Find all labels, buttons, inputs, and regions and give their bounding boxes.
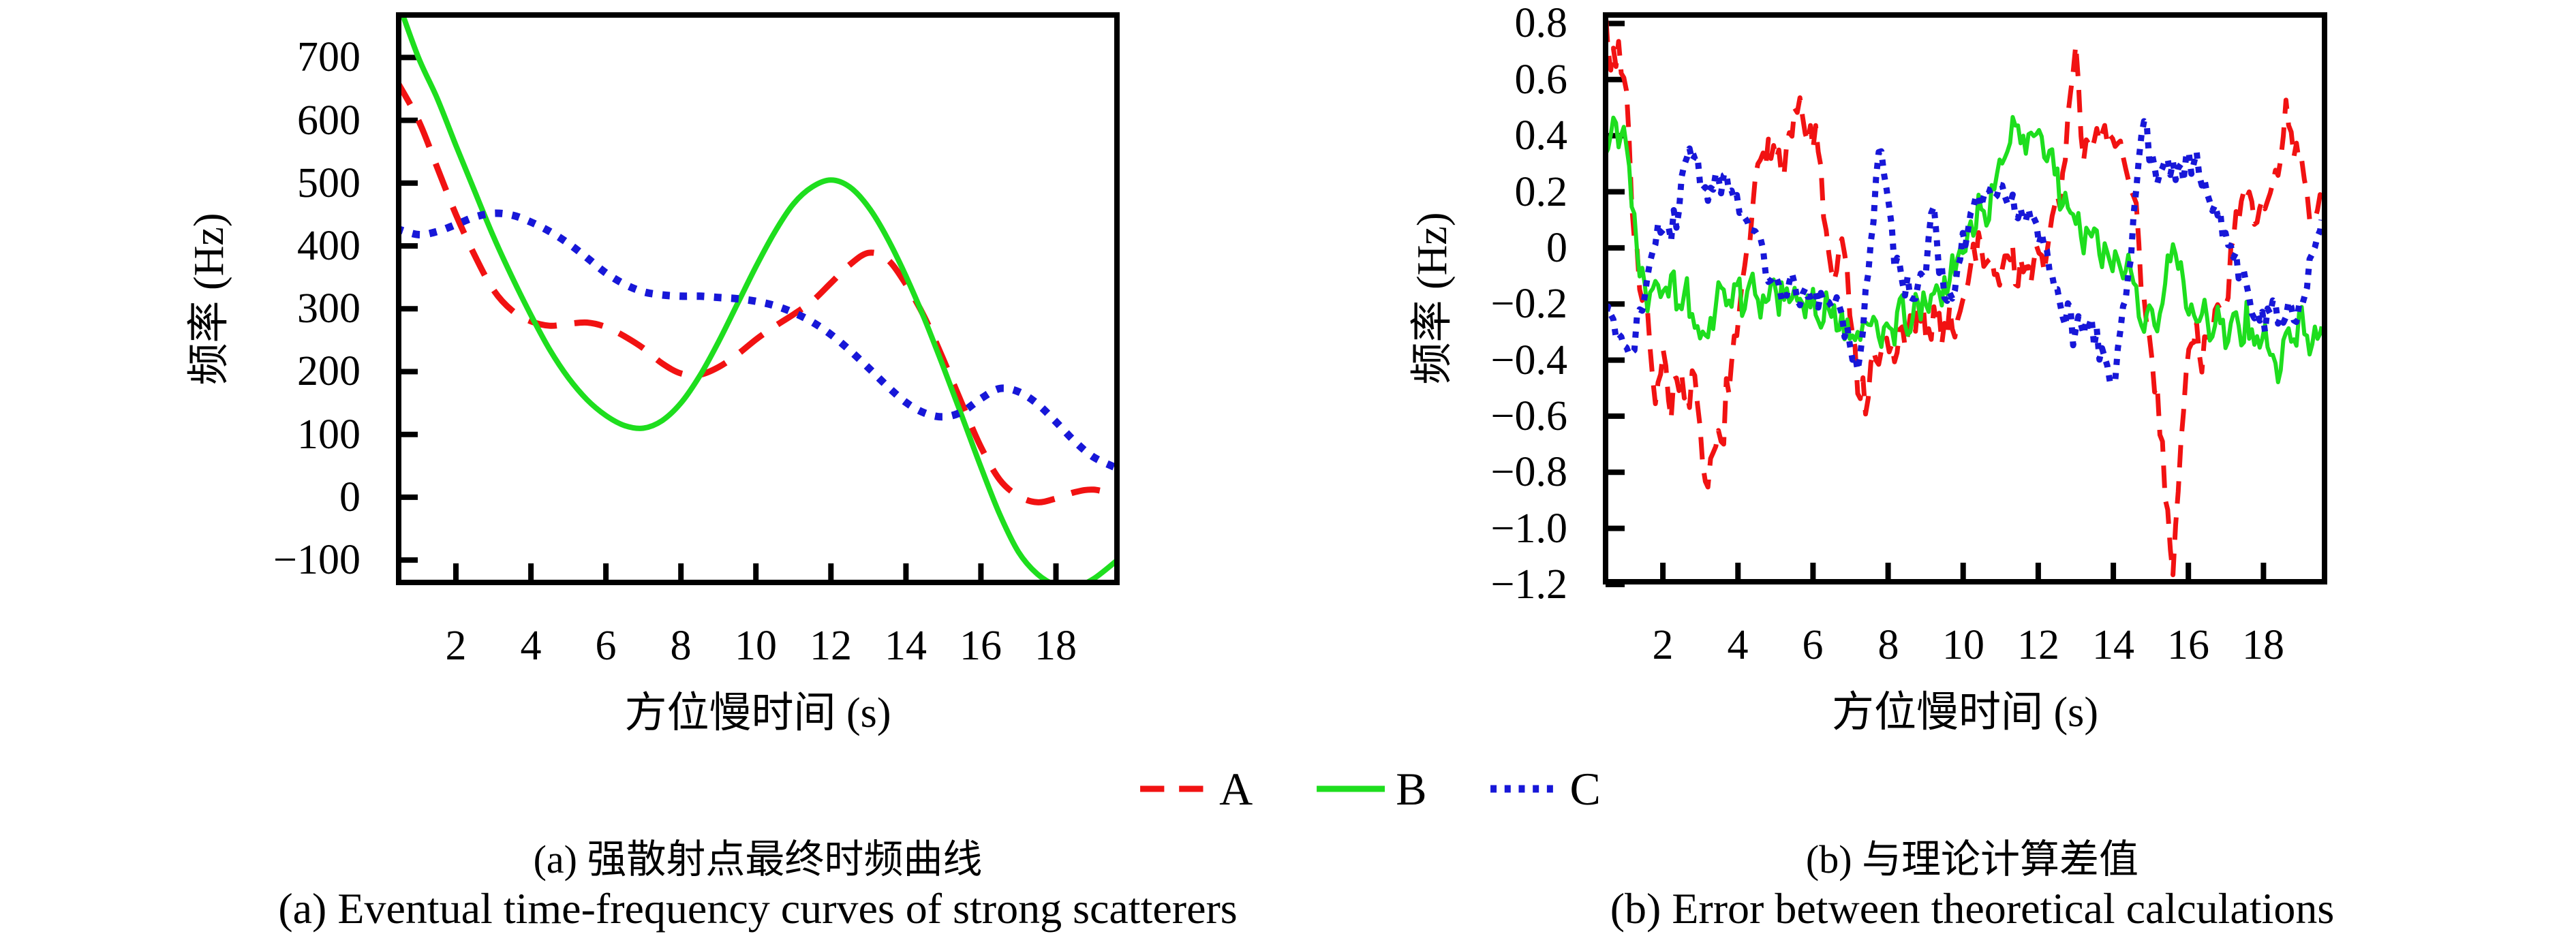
- x-tick-label: 8: [1877, 622, 1899, 668]
- x-tick-label: 18: [1034, 623, 1077, 669]
- chart-b-plot: 0.8 0.6 0.4 0.2 0 −0.2 −0.4 −0.6 −0.8 −1.0 −1.2 2 4 6…: [1409, 0, 2327, 736]
- x-tick-label: 10: [735, 623, 777, 669]
- legend-label: C: [1569, 763, 1601, 815]
- y-tick-label: 100: [297, 411, 361, 458]
- y-tick-label: −0.8: [1490, 449, 1567, 495]
- y-tick-label: 500: [297, 160, 361, 206]
- x-tick-label: 6: [595, 623, 617, 669]
- x-tick-label: 4: [520, 623, 542, 669]
- y-tick-label: −1.2: [1490, 561, 1567, 608]
- y-tick-label: 0.2: [1514, 169, 1568, 215]
- caption-a-zh: (a) 强散射点最终时频曲线: [533, 837, 983, 882]
- x-axis-title: 方位慢时间 (s): [624, 690, 891, 736]
- y-tick-label: 600: [297, 97, 361, 144]
- x-tick-label: 18: [2242, 622, 2284, 668]
- x-tick-label: 14: [2092, 622, 2134, 668]
- x-tick-label: 12: [810, 623, 852, 669]
- legend-solid-line-icon: [1317, 785, 1385, 792]
- x-tick-label: 12: [2017, 622, 2059, 668]
- y-tick-label: 400: [297, 223, 361, 269]
- caption-b-zh: (b) 与理论计算差值: [1805, 837, 2139, 882]
- x-tick-label: 2: [445, 623, 467, 669]
- x-axis-title: 方位慢时间 (s): [1832, 689, 2098, 736]
- y-tick-label: −100: [273, 537, 361, 583]
- y-axis-title: 频率 (Hz): [1409, 212, 1456, 385]
- plot-frame: [396, 12, 1120, 585]
- legend-label: A: [1219, 763, 1253, 815]
- y-tick-label: 0.4: [1514, 112, 1568, 159]
- chart-a-plot: 700 600 500 400 300 200 100 0 −100 2 4 6 8 10 12 14 16 18…: [186, 12, 1120, 736]
- y-tick-label: −0.6: [1490, 393, 1567, 439]
- y-tick-label: 0.8: [1514, 0, 1568, 46]
- caption-a-en: (a) Eventual time-frequency curves of st…: [278, 884, 1238, 933]
- x-tick-label: 16: [960, 623, 1002, 669]
- x-tick-label: 8: [670, 623, 692, 669]
- legend-dotted-line-icon: [1490, 785, 1559, 793]
- legend-item-A: A: [1139, 766, 1253, 812]
- y-tick-label: −0.2: [1490, 281, 1567, 327]
- legend: A B C: [1139, 766, 1601, 812]
- y-tick-label: 300: [297, 285, 361, 332]
- x-tick-label: 2: [1652, 622, 1674, 668]
- chart-b-svg: [1603, 12, 2327, 587]
- chart-a-svg: [396, 12, 1120, 585]
- y-tick-label: −0.4: [1490, 337, 1567, 384]
- x-tick-label: 16: [2167, 622, 2209, 668]
- plot-frame: [1603, 12, 2327, 584]
- y-axis-title: 频率 (Hz): [186, 212, 232, 386]
- series-B-curve: [1603, 114, 2324, 384]
- series-A-curve: [1603, 12, 2324, 578]
- series-B-curve: [399, 12, 1118, 585]
- x-tick-label: 6: [1802, 622, 1824, 668]
- y-tick-label: 700: [297, 34, 361, 80]
- y-tick-label: 0.6: [1514, 57, 1568, 103]
- legend-item-B: B: [1315, 763, 1427, 815]
- series-A-curve: [396, 78, 1117, 505]
- series-C-curve: [396, 209, 1118, 471]
- caption-b-en: (b) Error between theoretical calculatio…: [1610, 884, 2335, 933]
- legend-item-C: C: [1490, 766, 1601, 812]
- x-tick-label: 14: [885, 623, 927, 669]
- x-tick-label: 10: [1942, 622, 1984, 668]
- y-tick-label: −1.0: [1490, 505, 1567, 552]
- y-tick-label: 0: [1546, 225, 1567, 271]
- x-tick-label: 4: [1727, 622, 1749, 668]
- series-C-curve: [1603, 118, 2325, 385]
- y-tick-label: 0: [339, 474, 361, 520]
- legend-dashed-line-icon: [1140, 785, 1209, 792]
- y-tick-label: 200: [297, 348, 361, 394]
- legend-label: B: [1396, 763, 1427, 815]
